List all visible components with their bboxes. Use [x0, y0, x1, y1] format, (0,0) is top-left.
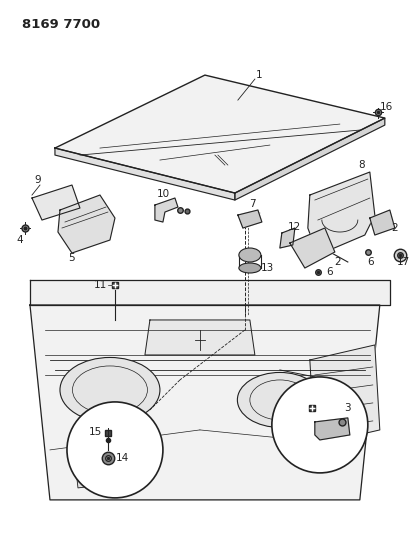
Polygon shape: [32, 185, 80, 220]
Text: 3: 3: [344, 403, 351, 413]
Text: 11: 11: [93, 280, 106, 290]
Polygon shape: [290, 228, 335, 268]
Text: 17: 17: [397, 257, 411, 267]
Polygon shape: [75, 450, 148, 488]
Polygon shape: [280, 228, 295, 248]
Text: 7: 7: [249, 199, 256, 209]
Polygon shape: [30, 280, 390, 305]
Text: 8: 8: [358, 160, 365, 170]
Ellipse shape: [238, 373, 322, 427]
Polygon shape: [370, 210, 395, 235]
Text: 10: 10: [156, 189, 169, 199]
Polygon shape: [235, 118, 385, 200]
Polygon shape: [315, 418, 350, 440]
Polygon shape: [55, 148, 235, 200]
Text: 6: 6: [367, 257, 374, 267]
Polygon shape: [308, 172, 375, 255]
Text: 14: 14: [115, 453, 129, 463]
Polygon shape: [30, 305, 380, 500]
Text: 12: 12: [288, 222, 302, 232]
Circle shape: [272, 377, 368, 473]
Polygon shape: [58, 195, 115, 253]
Polygon shape: [145, 320, 255, 355]
Polygon shape: [238, 210, 262, 228]
Text: 16: 16: [380, 102, 393, 112]
Text: 5: 5: [69, 253, 75, 263]
Text: 1: 1: [256, 70, 262, 80]
Text: 8169 7700: 8169 7700: [22, 18, 100, 31]
Ellipse shape: [239, 248, 261, 262]
Text: 9: 9: [35, 175, 41, 185]
Polygon shape: [155, 198, 178, 222]
Text: 2: 2: [335, 257, 341, 267]
Polygon shape: [55, 75, 385, 193]
Text: 6: 6: [326, 267, 333, 277]
Circle shape: [67, 402, 163, 498]
Text: 2: 2: [392, 223, 398, 233]
Text: 4: 4: [17, 235, 23, 245]
Text: 13: 13: [261, 263, 275, 273]
Ellipse shape: [239, 263, 261, 273]
Ellipse shape: [60, 358, 160, 423]
Polygon shape: [310, 345, 380, 445]
Text: 15: 15: [88, 427, 102, 437]
